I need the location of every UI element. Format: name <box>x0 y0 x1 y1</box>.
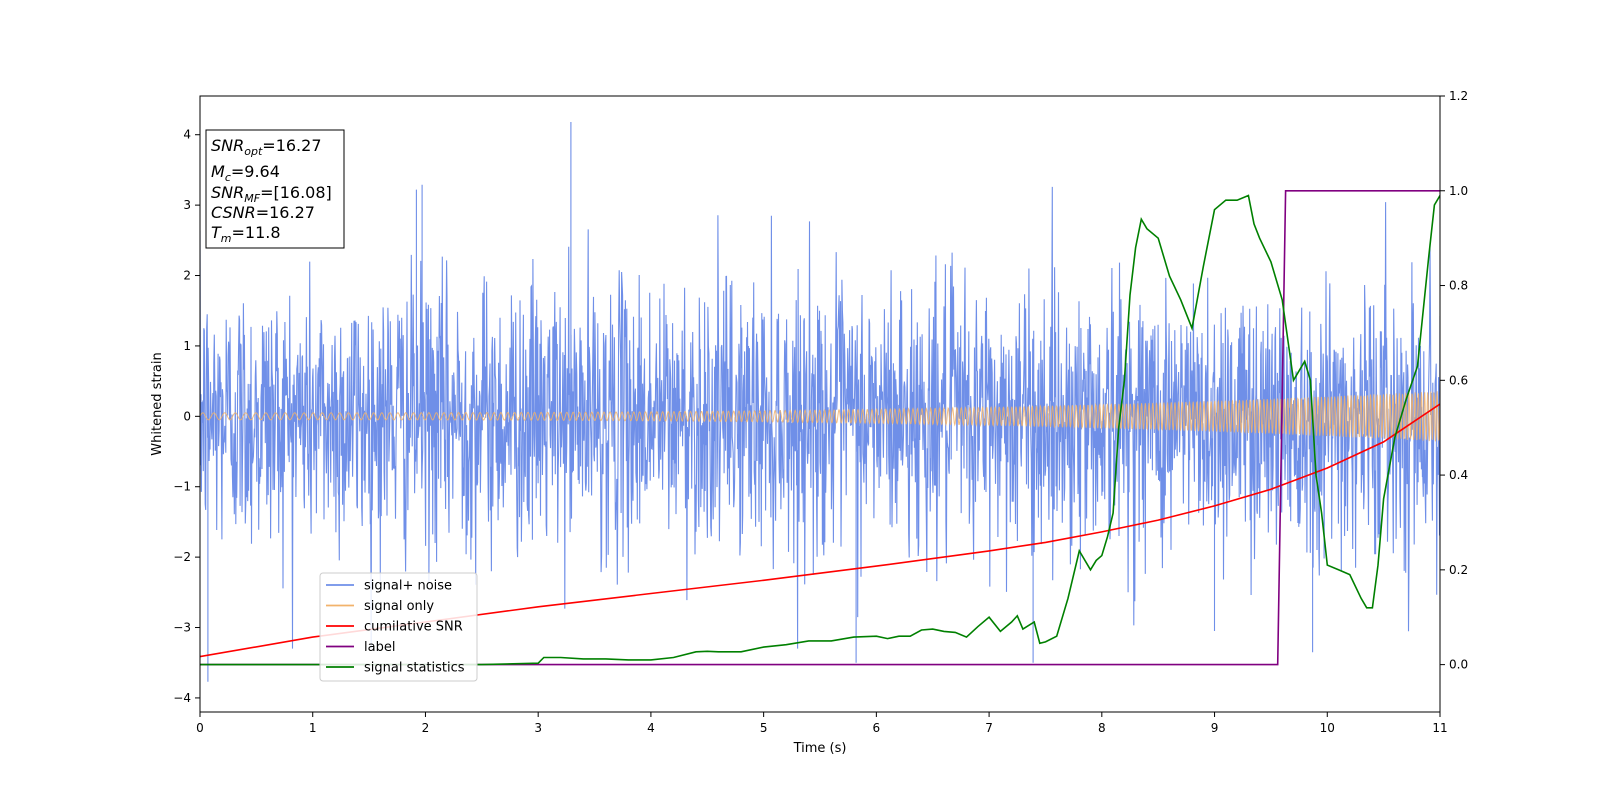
x-tick-label: 0 <box>196 721 204 735</box>
legend-entry-snr: cumilative SNR <box>364 620 463 635</box>
y-tick-label: −3 <box>173 621 191 635</box>
annotation-csnr: CSNR=16.27 <box>211 203 315 222</box>
x-tick-label: 1 <box>309 721 317 735</box>
y-tick-label: 2 <box>183 269 191 283</box>
plot-area <box>200 122 1440 682</box>
x-tick-label: 4 <box>647 721 655 735</box>
x-tick-label: 7 <box>985 721 993 735</box>
annotation-tm: Tm=11.8 <box>211 223 281 245</box>
legend-entry-stat: signal statistics <box>364 661 465 676</box>
x-axis: 0 1 2 3 4 5 6 7 8 9 10 11 <box>196 712 1448 735</box>
x-tick-label: 8 <box>1098 721 1106 735</box>
series-signal-only <box>200 391 1440 442</box>
y2-tick-label: 1.0 <box>1449 184 1468 198</box>
legend-entry-signal: signal only <box>364 599 434 614</box>
x-axis-label: Time (s) <box>793 741 847 756</box>
y-tick-label: 4 <box>183 128 191 142</box>
y-tick-label: −2 <box>173 550 191 564</box>
legend-frame <box>319 572 478 682</box>
y2-tick-label: 0.4 <box>1449 468 1468 482</box>
x-tick-label: 3 <box>534 721 542 735</box>
y2-tick-label: 0.0 <box>1449 658 1468 672</box>
x-tick-label: 2 <box>422 721 430 735</box>
x-tick-label: 5 <box>760 721 768 735</box>
y-axis-left: −4 −3 −2 −1 0 1 2 3 4 <box>173 128 200 705</box>
legend: signal+ noise signal only cumilative SNR la… <box>319 572 478 682</box>
y2-tick-label: 1.2 <box>1449 89 1468 103</box>
y-tick-label: 1 <box>183 339 191 353</box>
y-axis-right: 0.0 0.2 0.4 0.6 0.8 1.0 1.2 <box>1440 89 1468 672</box>
legend-entry-noise: signal+ noise <box>364 579 452 594</box>
y-tick-label: 3 <box>183 198 191 212</box>
x-tick-label: 9 <box>1211 721 1219 735</box>
annotation-box: SNRopt=16.27 Mc=9.64 SNRMF=[16.08] CSNR=… <box>205 129 345 249</box>
x-tick-label: 6 <box>873 721 881 735</box>
x-tick-label: 11 <box>1432 721 1447 735</box>
y-axis-label: Whitened strain <box>150 352 165 455</box>
series-cumulative-snr <box>200 403 1440 658</box>
y2-tick-label: 0.8 <box>1449 279 1468 293</box>
annotation-snr-mf: SNRMF=[16.08] <box>211 183 332 205</box>
annotation-frame <box>205 129 345 249</box>
series-signal-statistics <box>200 194 1440 666</box>
y-tick-label: −1 <box>173 480 191 494</box>
series-label <box>200 190 1440 666</box>
axes-frame <box>199 95 1441 713</box>
series-signal-noise <box>200 122 1440 682</box>
y2-tick-label: 0.6 <box>1449 373 1468 387</box>
legend-entry-label: label <box>364 640 395 655</box>
annotation-mc: Mc=9.64 <box>211 162 280 184</box>
x-tick-label: 10 <box>1320 721 1335 735</box>
y2-tick-label: 0.2 <box>1449 563 1468 577</box>
y-tick-label: −4 <box>173 691 191 705</box>
y-tick-label: 0 <box>183 409 191 423</box>
annotation-snr-opt: SNRopt=16.27 <box>211 136 322 158</box>
